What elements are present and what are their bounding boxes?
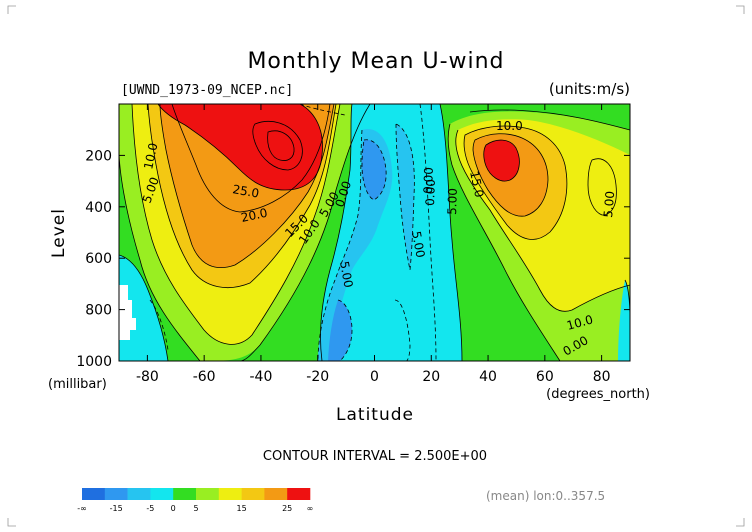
- contour-label: 5.00: [601, 190, 617, 218]
- x-axis-label: Latitude: [336, 405, 414, 425]
- contour-label: 25.0: [231, 182, 260, 200]
- contour-line: [159, 104, 335, 269]
- contour-line: [157, 104, 323, 191]
- colorbar-label: 15: [237, 504, 247, 513]
- colorbar-label: -∞: [77, 504, 87, 513]
- colorbar-label: -5: [146, 504, 154, 513]
- x-tick-label: -80: [136, 369, 159, 385]
- contour-label: 20.0: [240, 206, 269, 225]
- file-label: [UWND_1973-09_NCEP.nc]: [121, 83, 293, 98]
- colorbar-label: 5: [193, 504, 198, 513]
- nh-jet-core: [483, 140, 520, 182]
- contour-line: [472, 133, 549, 217]
- chart-title: Monthly Mean U-wind: [247, 49, 504, 74]
- dashed-contour: [337, 299, 353, 361]
- x-axis-ticks: -80 -60 -40 -20 0 20 40 60 80: [136, 104, 611, 385]
- contour-label: 15.0: [467, 170, 486, 199]
- y-tick-label: 1000: [76, 354, 112, 370]
- colorbar-label: -15: [110, 504, 123, 513]
- colorbar-swatch: [196, 488, 220, 500]
- contour-field: [119, 104, 630, 361]
- antarctic-easterly: [119, 255, 168, 361]
- dashed-contour: [361, 139, 387, 201]
- sh-jet-core: [158, 104, 323, 190]
- contour-line: [171, 104, 331, 213]
- contour-line: [147, 104, 337, 289]
- contour-line: [119, 254, 169, 361]
- contour-line: [252, 121, 303, 171]
- x-tick-label: -20: [306, 369, 329, 385]
- y-tick-label: 600: [85, 251, 112, 267]
- arctic-easterly: [618, 280, 630, 361]
- x-tick-label: 20: [422, 369, 440, 385]
- x-tick-label: 40: [479, 369, 497, 385]
- contour-label: 5.00: [337, 260, 355, 289]
- colorbar-swatch: [218, 488, 242, 500]
- x-tick-label: -60: [193, 369, 216, 385]
- y-tick-label: 400: [85, 200, 112, 216]
- corner-marks: [7, 5, 745, 527]
- y-unit-label: (millibar): [48, 377, 107, 392]
- easterly-10: [328, 139, 387, 361]
- contour-label: 0.00: [423, 179, 438, 206]
- contour-line: [439, 104, 463, 361]
- colorbar-label: 0: [171, 504, 176, 513]
- contour-line: [469, 109, 630, 131]
- dashed-contour: [419, 104, 437, 361]
- colorbar-swatch: [127, 488, 151, 500]
- colorbar-swatch: [150, 488, 174, 500]
- x-tick-label: 60: [536, 369, 554, 385]
- dashed-contour: [395, 123, 415, 271]
- contour-line: [463, 125, 568, 240]
- contour-lines: [119, 104, 630, 361]
- contour-label: 0.00: [421, 167, 436, 194]
- colorbar: -∞ -15 -5 0 5 15 25 ∞: [77, 488, 313, 513]
- y-tick-label: 200: [85, 148, 112, 164]
- x-unit-label: (degrees_north): [546, 387, 650, 402]
- antarctic-missing: [119, 285, 136, 340]
- contour-line: [267, 130, 295, 161]
- y-tick-label: 800: [85, 303, 112, 319]
- contour-label: 5.00: [409, 230, 427, 259]
- easterly-0: [320, 104, 462, 361]
- contour-line: [483, 139, 520, 182]
- dashed-contour: [317, 129, 363, 361]
- contour-line: [320, 104, 353, 361]
- x-tick-label: 80: [593, 369, 611, 385]
- contour-interval: CONTOUR INTERVAL = 2.500E+00: [263, 449, 487, 464]
- y-axis-label: Level: [49, 208, 69, 258]
- colorbar-label: ∞: [307, 504, 314, 513]
- colorbar-swatch: [82, 488, 106, 500]
- contour-line: [119, 149, 201, 361]
- dashed-contours: [149, 104, 437, 361]
- contour-line: [447, 123, 561, 361]
- footer-label: (mean) lon:0..357.5: [486, 489, 605, 503]
- x-tick-label: -40: [250, 369, 273, 385]
- dashed-contour: [299, 104, 346, 116]
- dashed-contour: [149, 299, 169, 351]
- easterly-5: [318, 124, 415, 361]
- nh-pocket-10: [588, 158, 617, 215]
- colorbar-swatch: [264, 488, 288, 500]
- colorbar-swatch: [104, 488, 128, 500]
- colorbar-swatch: [241, 488, 265, 500]
- contour-label: 5.00: [445, 188, 460, 215]
- contour-label: 10.0: [565, 312, 594, 332]
- contour-line: [587, 158, 617, 216]
- contour-line: [455, 129, 630, 312]
- contour-line: [239, 104, 371, 361]
- contour-label: 10.0: [496, 119, 523, 133]
- colorbar-label: 25: [282, 504, 292, 513]
- colorbar-swatch: [173, 488, 197, 500]
- units-label: (units:m/s): [549, 80, 630, 98]
- contour-line: [131, 104, 341, 345]
- dashed-contour: [394, 299, 411, 361]
- y-axis-ticks: 200 400 600 800 1000: [76, 148, 630, 370]
- colorbar-swatch: [287, 488, 311, 500]
- x-tick-label: 0: [370, 369, 379, 385]
- contour-label: 10.0: [141, 142, 160, 171]
